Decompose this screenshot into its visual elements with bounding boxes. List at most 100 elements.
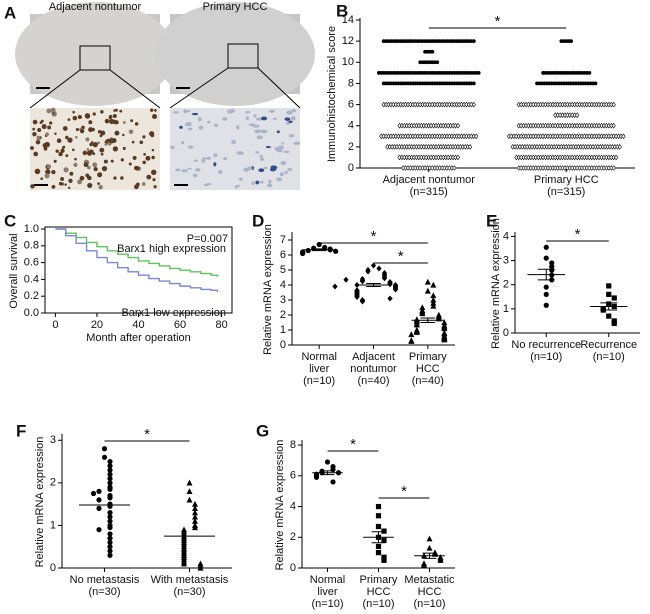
nucleus (183, 109, 188, 114)
y-tick-label: 1 (280, 324, 286, 336)
data-point (107, 531, 113, 537)
data-point (107, 463, 113, 469)
data-point (96, 527, 102, 533)
nucleus (40, 177, 44, 181)
data-point (186, 488, 193, 494)
nucleus (32, 127, 36, 131)
data-point (107, 510, 113, 516)
x-tick-label: Recurrence (580, 339, 637, 351)
nucleus (152, 178, 156, 182)
x-tick-label: liver (317, 586, 338, 598)
data-point (387, 281, 393, 288)
nucleus (43, 146, 48, 151)
nucleus (258, 168, 265, 173)
nucleus (46, 108, 52, 114)
data-point (192, 524, 198, 531)
panel-letter: F (16, 421, 26, 440)
nucleus (181, 169, 188, 173)
y-tick-label: 10 (342, 56, 354, 68)
nucleus (30, 146, 34, 150)
error-bar (600, 302, 618, 311)
nucleus (114, 108, 118, 112)
data-point (430, 292, 437, 299)
data-point (455, 122, 461, 129)
image-title: Adjacent nontumor (49, 1, 142, 13)
nucleus (286, 110, 293, 115)
data-point (424, 287, 431, 294)
data-point (430, 281, 437, 288)
nucleus (259, 157, 264, 162)
nucleus (192, 173, 198, 178)
zoom-line (29, 69, 81, 109)
nucleus (246, 166, 253, 171)
nucleus (67, 137, 73, 143)
annotation: P=0.007 (187, 233, 228, 245)
data-point (419, 310, 426, 317)
data-point (192, 509, 198, 516)
nucleus (74, 135, 78, 139)
nucleus (63, 167, 69, 173)
nucleus (274, 146, 279, 152)
y-tick-label: 1 (50, 519, 56, 531)
nucleus (89, 142, 93, 147)
image-title: Primary HCC (203, 1, 268, 13)
nucleus (51, 184, 56, 189)
y-tick-label: 12 (342, 35, 354, 47)
nucleus (41, 124, 47, 130)
nucleus (230, 108, 235, 113)
nucleus (148, 131, 155, 137)
nucleus (100, 152, 104, 156)
x-tick-label: (n=10) (303, 375, 335, 387)
y-tick-label: 4 (348, 120, 354, 132)
y-axis-label: Overall survival (8, 233, 20, 308)
nucleus (39, 121, 43, 124)
data-point (107, 495, 113, 501)
data-point (452, 165, 457, 171)
nucleus (128, 129, 134, 135)
score-row (516, 122, 616, 129)
nucleus (283, 150, 290, 154)
panel-letter: A (4, 3, 16, 22)
data-point (430, 299, 437, 306)
nucleus (253, 114, 257, 118)
score-row (376, 70, 481, 75)
x-tick-label: 20 (91, 319, 103, 331)
x-tick-label: (n=10) (593, 351, 625, 363)
data-point (426, 544, 433, 551)
y-tick-label: 6 (290, 470, 296, 482)
score-row (559, 39, 574, 44)
nucleus (61, 146, 65, 149)
nucleus (92, 162, 98, 168)
nucleus (213, 123, 219, 127)
nucleus (87, 165, 91, 170)
data-point (543, 302, 549, 308)
score-row (381, 101, 476, 108)
y-tick-label: 0.6 (24, 257, 39, 269)
data-point (471, 81, 476, 86)
nucleus (100, 110, 104, 114)
nucleus (259, 129, 267, 133)
data-point (107, 503, 113, 509)
x-tick-label: (n=30) (88, 586, 120, 598)
nucleus (193, 159, 198, 162)
nucleus (288, 120, 293, 124)
nucleus (181, 140, 185, 145)
nucleus (97, 182, 100, 185)
y-tick-label: 0.4 (24, 273, 39, 285)
y-tick-label: 3 (280, 294, 286, 306)
nucleus (205, 156, 212, 160)
x-tick-label: (n=30) (173, 586, 205, 598)
significance-label: * (144, 426, 150, 443)
data-point (543, 255, 549, 261)
nucleus (276, 177, 283, 182)
data-point (543, 244, 549, 250)
significance-label: * (495, 13, 501, 30)
x-tick-label: (n=315) (410, 186, 448, 198)
score-row (514, 154, 619, 161)
y-tick-label: 1 (503, 303, 509, 315)
micrograph-panel (15, 2, 315, 190)
nucleus (32, 119, 38, 125)
significance-label: * (398, 248, 404, 265)
x-tick-label: (n=10) (311, 598, 343, 610)
data-point (332, 283, 338, 290)
